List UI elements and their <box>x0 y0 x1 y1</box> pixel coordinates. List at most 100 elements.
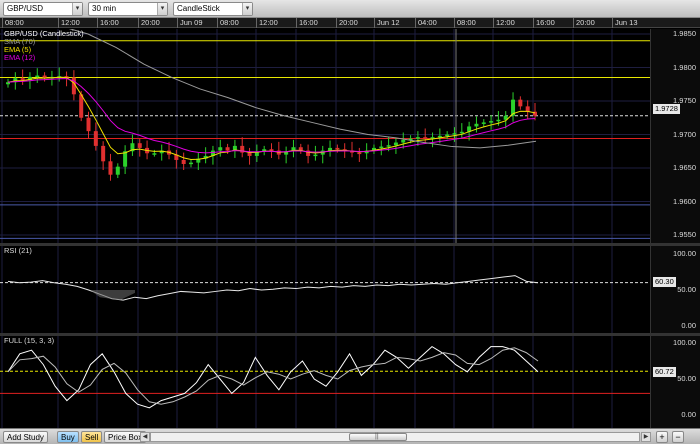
time-tick-label: 20:00 <box>573 18 595 28</box>
time-tick-label: 16:00 <box>533 18 555 28</box>
candle <box>174 154 179 160</box>
candle <box>71 77 76 95</box>
candle <box>225 147 230 151</box>
price-y-axis[interactable]: 1.9728 1.9850 1.9800 1.9750 1.9700 1.9650 1.9… <box>650 29 700 243</box>
candle <box>335 147 340 150</box>
toolbar: GBP/USD ▾ 30 min ▾ CandleStick ▾ <box>0 0 700 18</box>
candle <box>6 82 10 85</box>
chart-style-value: CandleStick <box>177 4 220 13</box>
time-tick-label: 16:00 <box>296 18 318 28</box>
buy-button[interactable]: Buy <box>57 431 79 443</box>
interval-select[interactable]: 30 min ▾ <box>88 2 168 16</box>
bottom-toolbar: Add Study Buy Sell Price Box ◀ || ▶ + − <box>0 428 700 444</box>
rsi-panel[interactable]: RSI (21) 60.30 100.00 50.00 0.00 <box>0 246 700 333</box>
y-tick-label: 1.9800 <box>673 62 696 72</box>
time-tick-label: 08:00 <box>454 18 476 28</box>
y-tick-label: 50.00 <box>677 374 696 383</box>
candle <box>79 94 84 118</box>
candle <box>13 78 18 83</box>
symbol-select[interactable]: GBP/USD ▾ <box>3 2 83 16</box>
add-study-button[interactable]: Add Study <box>3 431 48 443</box>
symbol-value: GBP/USD <box>7 4 44 13</box>
scroll-left-icon[interactable]: ◀ <box>140 432 150 442</box>
full-y-axis[interactable]: 60.72 100.00 50.00 0.00 <box>650 336 700 428</box>
zoom-out-button[interactable]: − <box>672 431 684 443</box>
candle <box>35 75 40 78</box>
candle <box>328 147 333 151</box>
candle <box>496 119 501 122</box>
zoom-in-button[interactable]: + <box>656 431 668 443</box>
y-tick-label: 50.00 <box>677 285 696 294</box>
candle <box>159 150 164 154</box>
candle <box>20 78 25 81</box>
candle <box>379 146 384 149</box>
candle <box>525 106 530 112</box>
y-tick-label: 1.9600 <box>673 196 696 206</box>
full-value-tag: 60.72 <box>653 367 676 377</box>
chevron-down-icon[interactable]: ▾ <box>157 3 167 15</box>
rsi-plot[interactable] <box>0 246 650 333</box>
panel-divider[interactable] <box>0 243 700 246</box>
chart-style-select[interactable]: CandleStick ▾ <box>173 2 253 16</box>
chevron-down-icon[interactable]: ▾ <box>72 3 82 15</box>
candle <box>503 115 508 120</box>
candle <box>196 158 201 163</box>
y-tick-label: 100.00 <box>673 249 696 258</box>
time-tick-label: 20:00 <box>336 18 358 28</box>
rsi-value-tag: 60.30 <box>653 277 676 287</box>
candle <box>232 145 237 151</box>
sell-button[interactable]: Sell <box>81 431 103 443</box>
candle <box>123 151 128 167</box>
sma-line <box>68 29 537 149</box>
price-panel-title: GBP/USD (Candlestick) <box>4 29 84 38</box>
candle <box>86 117 91 132</box>
ema5-label: EMA (5) <box>4 45 32 54</box>
time-tick-label: 12:00 <box>256 18 278 28</box>
horizontal-scrollbar[interactable]: || <box>150 432 640 442</box>
time-tick-label: 16:00 <box>97 18 119 28</box>
full-stochastic-plot[interactable] <box>0 336 650 428</box>
rsi-panel-title: RSI (21) <box>4 246 32 255</box>
current-price-tag: 1.9728 <box>653 104 680 114</box>
ema12-label: EMA (12) <box>4 53 36 62</box>
candle <box>188 162 193 165</box>
scrollbar-thumb[interactable]: || <box>349 433 407 441</box>
ema12-line <box>7 78 536 154</box>
price-chart-plot[interactable] <box>0 29 650 243</box>
scroll-right-icon[interactable]: ▶ <box>641 432 651 442</box>
price-chart-panel[interactable]: GBP/USD (Candlestick) SMA (70) EMA (5) E… <box>0 29 700 243</box>
scroll-grip-icon: || <box>375 433 379 440</box>
candle <box>467 126 472 132</box>
candle <box>489 121 494 123</box>
y-tick-label: 1.9700 <box>673 129 696 139</box>
candle <box>93 131 98 146</box>
candle <box>437 135 442 138</box>
y-tick-label: 1.9850 <box>673 29 696 38</box>
panel-divider[interactable] <box>0 333 700 336</box>
candle <box>115 166 120 175</box>
candle <box>254 151 259 156</box>
rsi-y-axis[interactable]: 60.30 100.00 50.00 0.00 <box>650 246 700 333</box>
candle <box>357 152 362 155</box>
candle <box>27 76 32 81</box>
rsi-line <box>7 275 539 301</box>
candle <box>393 142 398 146</box>
candle <box>415 137 420 139</box>
chevron-down-icon[interactable]: ▾ <box>242 3 252 15</box>
candle <box>42 75 47 79</box>
full-d-line <box>7 347 539 405</box>
time-tick-label: 08:00 <box>217 18 239 28</box>
candle <box>306 150 311 156</box>
time-tick-label: 12:00 <box>493 18 515 28</box>
full-stochastic-panel[interactable]: FULL (15, 3, 3) 60.72 100.00 50.00 0.00 <box>0 336 700 428</box>
candle <box>430 137 435 139</box>
time-tick-label: Jun 09 <box>177 18 203 28</box>
candle <box>423 137 428 139</box>
candle <box>364 150 369 154</box>
candle <box>474 123 479 127</box>
interval-value: 30 min <box>92 4 117 13</box>
candle <box>445 134 450 136</box>
full-panel-title: FULL (15, 3, 3) <box>4 336 55 345</box>
candle <box>386 145 391 147</box>
time-tick-label: Jun 12 <box>374 18 400 28</box>
